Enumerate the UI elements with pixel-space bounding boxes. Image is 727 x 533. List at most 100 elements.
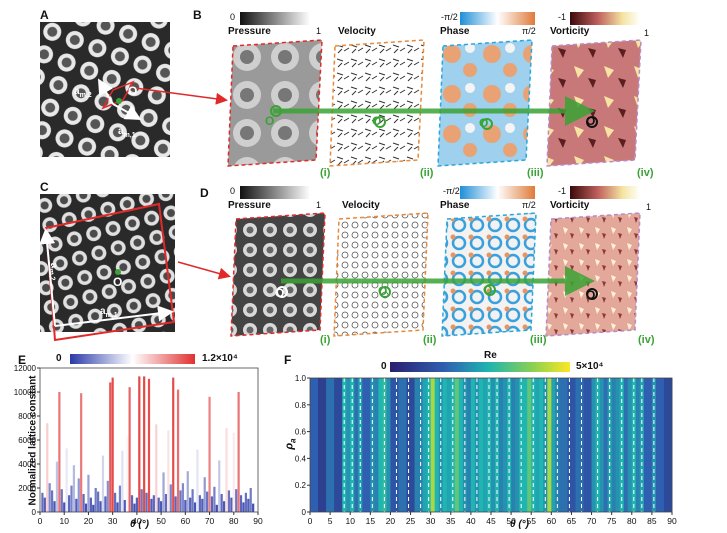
e-bar-50	[162, 472, 165, 512]
e-xtick-6: 60	[181, 516, 191, 526]
colorbar-e-min: 0	[56, 353, 62, 364]
f-col-14	[386, 378, 391, 512]
e-bar-46	[152, 495, 155, 512]
e-xtick-7: 70	[205, 516, 215, 526]
f-xtick-12: 60	[547, 516, 557, 526]
f-col-57	[591, 378, 596, 512]
f-ytick-3: 0.6	[295, 428, 307, 437]
e-bar-49	[160, 501, 163, 512]
e-ytick-3: 6000	[18, 436, 36, 445]
e-bar-81	[237, 392, 240, 512]
pressure-max-b: 1	[316, 26, 322, 36]
pressure-title-b: Pressure	[228, 26, 271, 37]
e-bar-57	[179, 490, 182, 512]
f-col-7	[354, 378, 359, 512]
phase-max-b: π/2	[522, 26, 536, 36]
e-bar-51	[164, 494, 168, 512]
field-maps-figure	[39, 12, 642, 342]
e-bar-55	[174, 496, 177, 512]
phase-max-d: π/2	[522, 200, 536, 210]
f-col-66	[627, 378, 633, 512]
f-xtick-7: 35	[446, 516, 456, 526]
e-bar-24	[99, 501, 102, 512]
panel-label-a: A	[40, 8, 49, 22]
f-col-17	[406, 378, 415, 512]
chart-f: 0 5 10 15 20 25 30 35 40 45 50 55 60 65 70 75 80 85 90 0 0.2…	[295, 362, 677, 526]
e-bar-62	[191, 489, 194, 512]
origin-d-iii: O	[483, 283, 493, 297]
f-col-15	[390, 378, 399, 512]
e-bar-2	[46, 423, 49, 512]
e-bar-5	[53, 501, 56, 512]
e-bar-3	[48, 483, 51, 512]
colorbar-e-max: 1.2×10⁴	[202, 353, 238, 364]
e-bar-71	[213, 486, 216, 512]
f-col-24	[442, 378, 448, 512]
e-bar-44	[147, 378, 151, 512]
e-ytick-2: 4000	[18, 460, 36, 469]
f-xtick-3: 15	[366, 516, 376, 526]
f-col-25	[446, 378, 452, 512]
f-col-60	[603, 378, 609, 512]
e-ytick-6: 12000	[14, 364, 37, 373]
phase-min-b: -π/2	[441, 12, 458, 22]
e-bar-29	[111, 377, 114, 512]
f-col-50	[547, 378, 552, 512]
origin-b-iii: O	[479, 116, 489, 130]
panel-label-c: C	[40, 180, 49, 194]
f-col-54	[567, 378, 576, 512]
e-bar-75	[222, 501, 226, 512]
e-ylabel: Normalized lattice constant	[27, 375, 39, 506]
e-bar-17	[82, 494, 85, 512]
f-col-51	[551, 378, 556, 512]
e-bar-19	[87, 474, 90, 512]
f-xtick-4: 20	[386, 516, 396, 526]
e-bar-47	[155, 424, 158, 512]
f-xtick-0: 0	[308, 516, 313, 526]
e-ytick-4: 8000	[18, 412, 36, 421]
e-bar-58	[181, 483, 185, 512]
e-ytick-0: 0	[32, 508, 37, 517]
e-bar-26	[104, 496, 107, 512]
roman-d-iii: (iii)	[530, 334, 547, 346]
e-bar-66	[201, 498, 204, 512]
origin-b-iv: O	[586, 114, 596, 128]
f-col-44	[523, 378, 528, 512]
pressure-title-d: Pressure	[228, 200, 271, 211]
e-bar-34	[123, 500, 126, 512]
roman-b-i: (i)	[320, 167, 331, 179]
pressure-min-b: 0	[230, 12, 236, 22]
f-xtick-9: 45	[486, 516, 496, 526]
vorticity-title-d: Vorticity	[550, 200, 590, 211]
e-bar-77	[227, 490, 231, 512]
e-bar-28	[109, 382, 112, 512]
e-bar-9	[63, 502, 66, 512]
f-col-0	[310, 378, 319, 512]
f-ytick-0: 0	[302, 508, 307, 517]
f-col-9	[362, 378, 371, 512]
e-bar-82	[239, 495, 243, 512]
e-bar-40	[138, 376, 141, 512]
e-bar-39	[135, 497, 138, 512]
roman-d-ii: (ii)	[423, 334, 437, 346]
e-bar-87	[252, 503, 255, 512]
f-col-38	[499, 378, 504, 512]
velocity-title-d: Velocity	[342, 200, 380, 211]
chart-e: 0 10 20 30 40 50 60 70 80 90 0 2000 4000 6000 8000 1000…	[14, 354, 263, 526]
vorticity-max-b: 1	[644, 28, 650, 38]
e-bar-74	[220, 494, 223, 512]
e-bar-85	[247, 498, 250, 512]
e-xtick-0: 0	[38, 516, 43, 526]
f-xtick-14: 70	[587, 516, 597, 526]
label-am2-c: am,2	[46, 261, 60, 282]
panel-c-image	[40, 194, 175, 332]
origin-b-i: O	[265, 114, 275, 128]
f-xtick-1: 5	[328, 516, 333, 526]
roman-b-iii: (iii)	[527, 167, 544, 179]
colorbar-e	[70, 354, 195, 364]
e-bar-35	[126, 436, 129, 512]
f-ytick-1: 0.2	[295, 481, 307, 490]
f-col-72	[655, 378, 665, 512]
phase-min-d: -π/2	[443, 186, 460, 196]
colorbar-f-min: 0	[381, 361, 387, 372]
